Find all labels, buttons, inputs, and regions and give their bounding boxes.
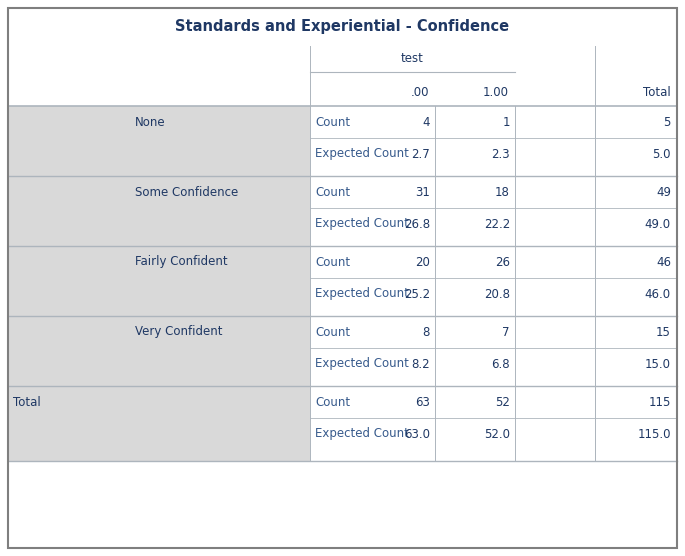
Bar: [8, 176, 677, 246]
Text: test: test: [401, 52, 424, 66]
Text: 52.0: 52.0: [484, 428, 510, 440]
Text: 18: 18: [495, 186, 510, 198]
Text: 7: 7: [503, 325, 510, 339]
Text: Very Confident: Very Confident: [135, 325, 223, 339]
Text: Expected Count: Expected Count: [315, 428, 409, 440]
Text: 20: 20: [415, 256, 430, 269]
Text: 26.8: 26.8: [404, 217, 430, 231]
Bar: [310, 106, 677, 176]
Text: 115.0: 115.0: [638, 428, 671, 440]
Text: Count: Count: [315, 186, 350, 198]
Bar: [8, 386, 677, 461]
Text: Count: Count: [315, 395, 350, 409]
Text: Count: Count: [315, 256, 350, 269]
Text: 31: 31: [415, 186, 430, 198]
Text: 15: 15: [656, 325, 671, 339]
Text: 1.00: 1.00: [483, 86, 509, 98]
Bar: [310, 246, 677, 316]
Text: None: None: [135, 116, 166, 128]
Text: 2.7: 2.7: [411, 147, 430, 161]
Bar: [310, 176, 677, 246]
Text: Expected Count: Expected Count: [315, 217, 409, 231]
Text: 49: 49: [656, 186, 671, 198]
Text: Total: Total: [13, 395, 40, 409]
Text: 1: 1: [503, 116, 510, 128]
Text: Expected Count: Expected Count: [315, 358, 409, 370]
Text: Some Confidence: Some Confidence: [135, 186, 238, 198]
Text: Expected Count: Expected Count: [315, 147, 409, 161]
Text: 46.0: 46.0: [645, 287, 671, 300]
Text: 8.2: 8.2: [412, 358, 430, 370]
Text: 6.8: 6.8: [491, 358, 510, 370]
Text: 49.0: 49.0: [645, 217, 671, 231]
Text: 15.0: 15.0: [645, 358, 671, 370]
Text: 20.8: 20.8: [484, 287, 510, 300]
Text: 2.3: 2.3: [491, 147, 510, 161]
Bar: [310, 316, 677, 386]
Bar: [8, 106, 677, 176]
Text: .00: .00: [410, 86, 429, 98]
Text: Count: Count: [315, 116, 350, 128]
Text: 22.2: 22.2: [484, 217, 510, 231]
Bar: [8, 386, 310, 461]
Bar: [8, 246, 677, 316]
Text: Fairly Confident: Fairly Confident: [135, 256, 227, 269]
Text: Expected Count: Expected Count: [315, 287, 409, 300]
Text: 5: 5: [664, 116, 671, 128]
Text: Standards and Experiential - Confidence: Standards and Experiential - Confidence: [175, 19, 510, 34]
Text: 8: 8: [423, 325, 430, 339]
Text: Total: Total: [643, 86, 671, 98]
Bar: [8, 316, 677, 386]
Text: 25.2: 25.2: [404, 287, 430, 300]
Text: 63.0: 63.0: [404, 428, 430, 440]
Text: 4: 4: [423, 116, 430, 128]
Bar: [8, 46, 677, 106]
Text: 26: 26: [495, 256, 510, 269]
Text: 46: 46: [656, 256, 671, 269]
Text: 5.0: 5.0: [653, 147, 671, 161]
Text: Count: Count: [315, 325, 350, 339]
Text: 52: 52: [495, 395, 510, 409]
Text: 115: 115: [649, 395, 671, 409]
Text: 63: 63: [415, 395, 430, 409]
